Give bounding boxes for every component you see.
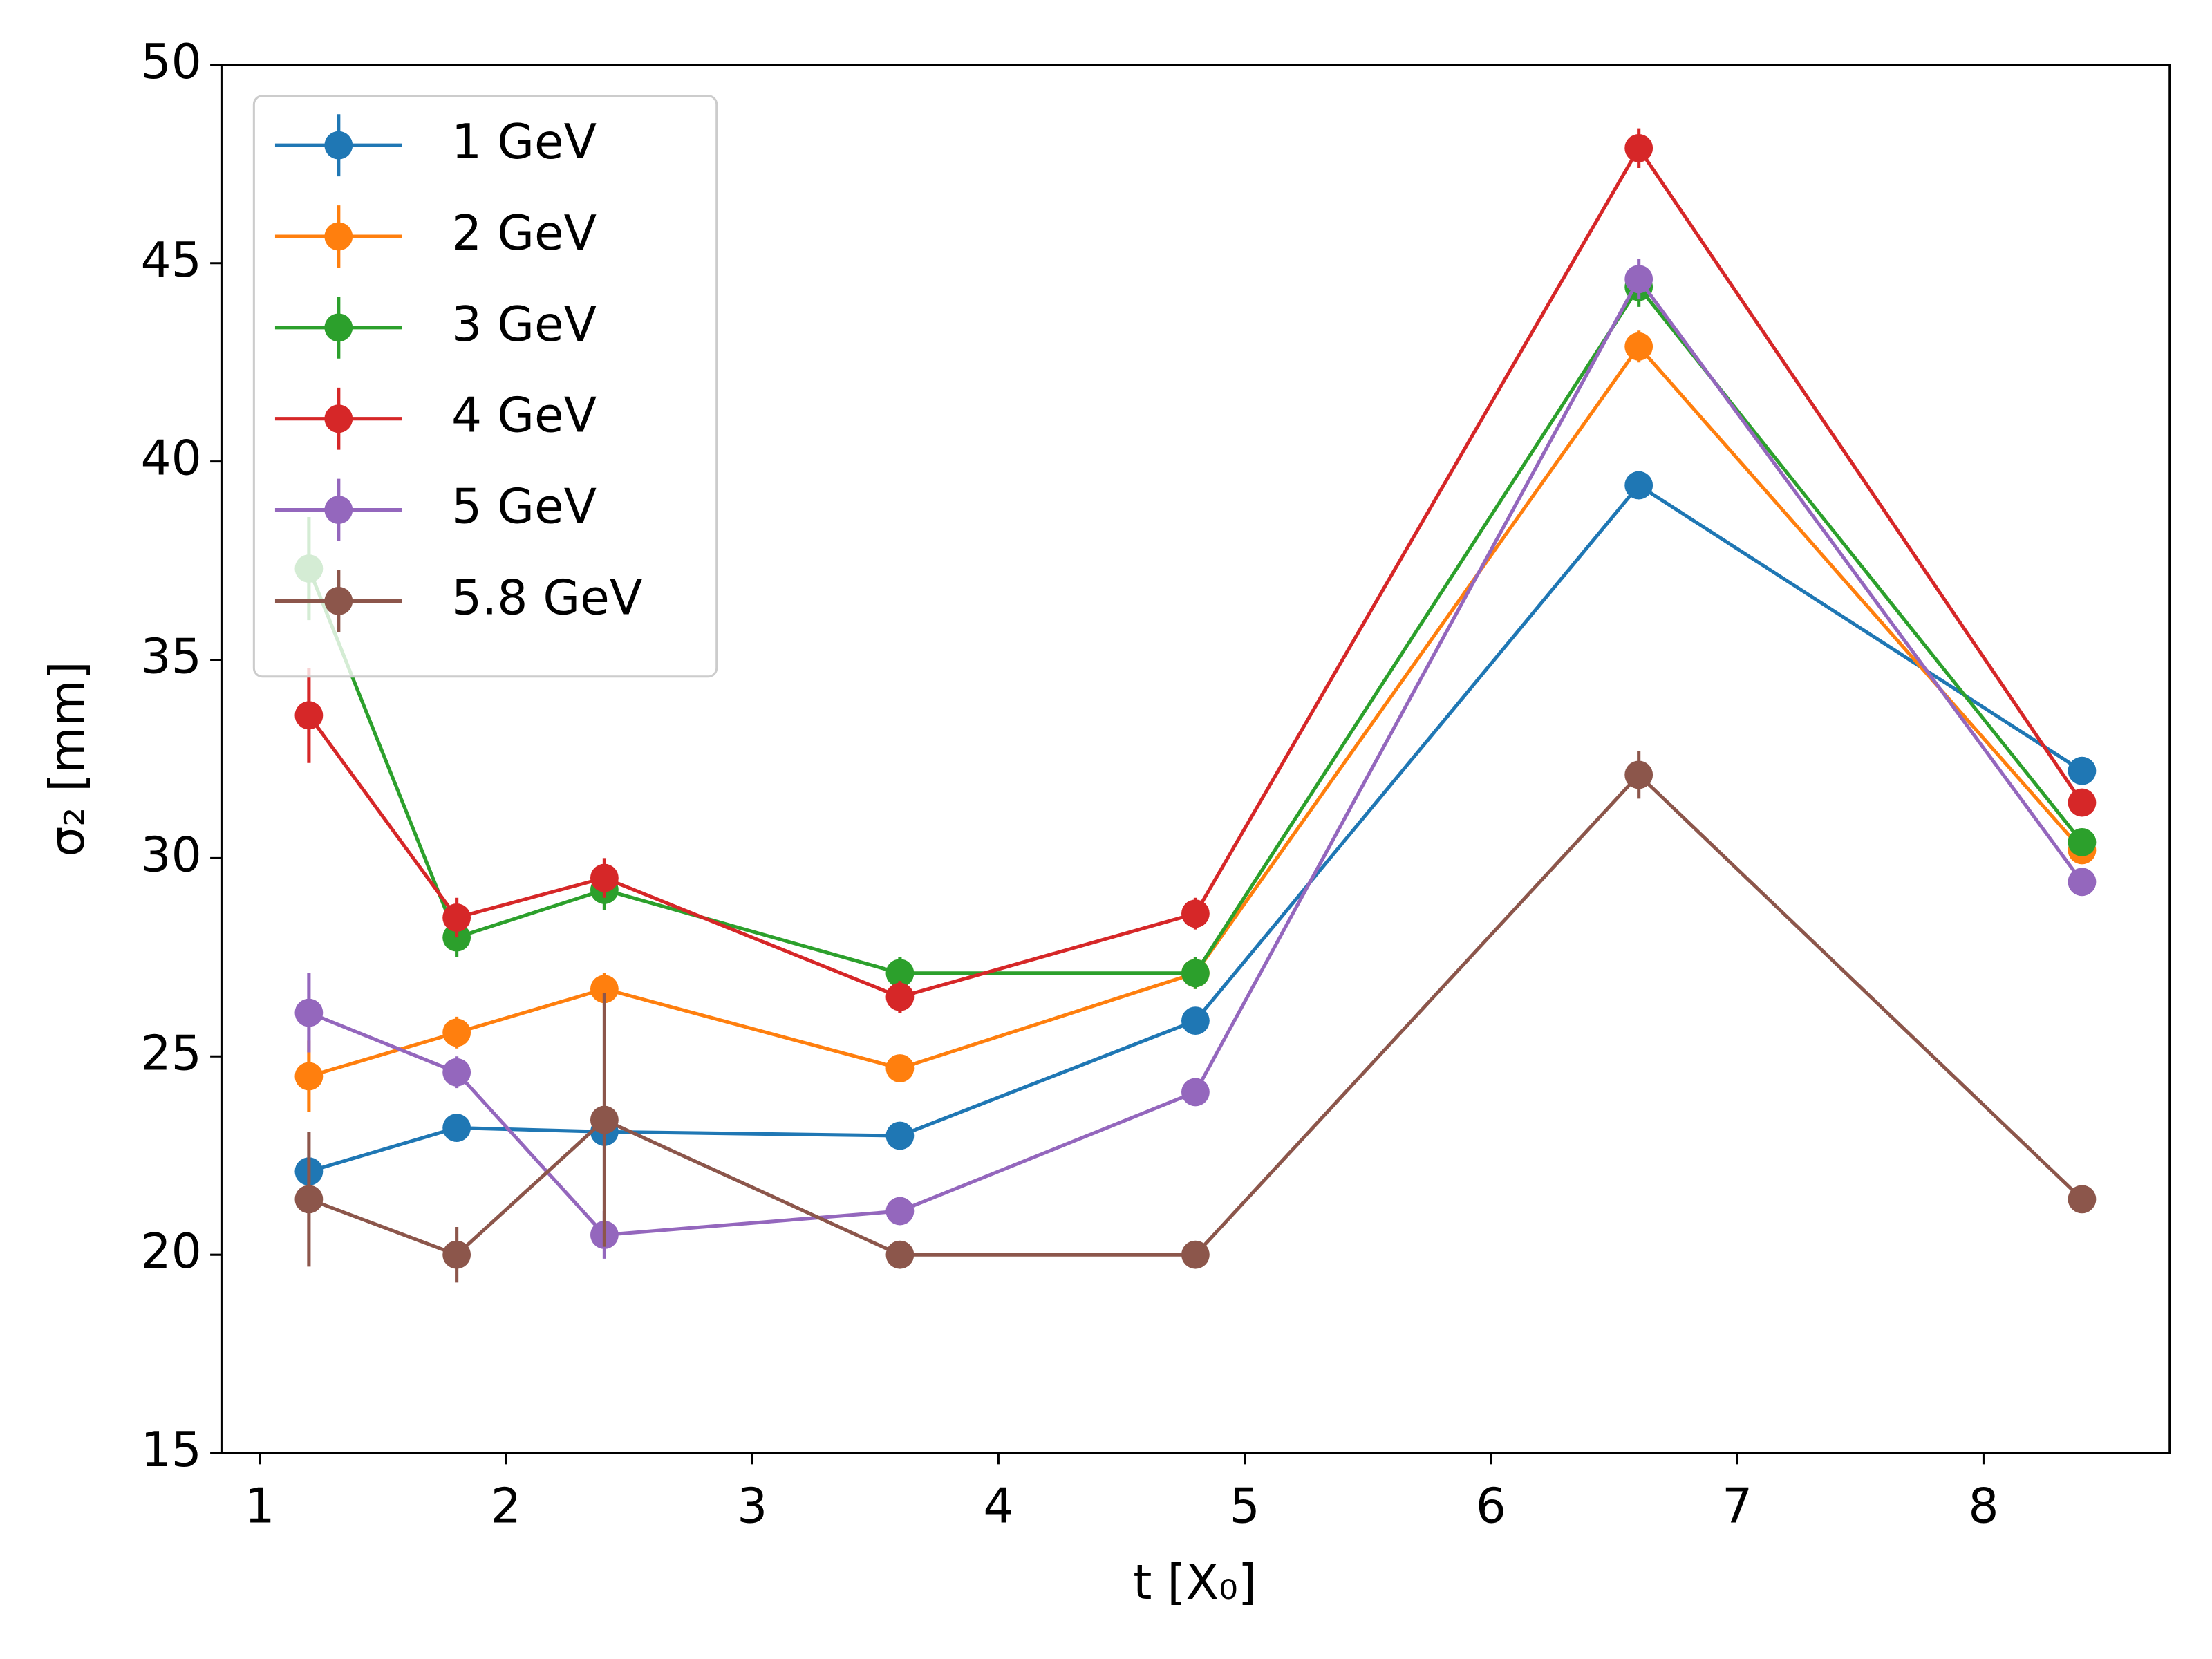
- data-point: [1624, 265, 1653, 294]
- data-point: [442, 1114, 471, 1142]
- x-tick-label: 2: [491, 1479, 521, 1535]
- data-point: [590, 975, 619, 1004]
- legend-label: 5.8 GeV: [451, 570, 642, 626]
- x-tick-label: 3: [737, 1479, 767, 1535]
- data-point: [2068, 788, 2097, 817]
- data-point: [442, 903, 471, 932]
- data-point: [1624, 133, 1653, 162]
- y-axis-label: σ₂ [mm]: [40, 661, 95, 856]
- x-axis-label: t [X₀]: [1133, 1555, 1257, 1611]
- legend-label: 2 GeV: [451, 206, 597, 261]
- data-point: [442, 1018, 471, 1047]
- data-point: [885, 982, 915, 1011]
- data-point: [590, 1105, 619, 1134]
- data-point: [885, 1121, 915, 1150]
- x-tick-label: 6: [1476, 1479, 1506, 1535]
- y-tick-label: 35: [141, 630, 202, 685]
- data-point: [1624, 332, 1653, 361]
- legend-marker: [324, 496, 353, 524]
- x-tick-label: 1: [245, 1479, 275, 1535]
- data-point: [294, 701, 324, 730]
- legend-marker: [324, 404, 353, 433]
- data-point: [1181, 959, 1210, 988]
- y-tick-label: 20: [141, 1224, 202, 1280]
- data-point: [2068, 756, 2097, 785]
- data-point: [1181, 1240, 1210, 1269]
- legend-label: 4 GeV: [451, 388, 597, 444]
- data-point: [885, 959, 915, 988]
- x-tick-label: 8: [1968, 1479, 1998, 1535]
- data-point: [2068, 1185, 2097, 1214]
- plot-frame: [220, 64, 2171, 1454]
- x-tick-label: 7: [1722, 1479, 1752, 1535]
- data-point: [294, 1185, 324, 1214]
- legend: 1 GeV 2 GeV 3 GeV 4 GeV 5 GeV 5.8 GeV: [252, 95, 718, 678]
- data-point: [294, 1062, 324, 1091]
- data-point: [885, 1197, 915, 1226]
- y-tick-label: 25: [141, 1026, 202, 1081]
- data-point: [294, 998, 324, 1027]
- data-point: [1624, 760, 1653, 789]
- legend-marker: [324, 222, 353, 251]
- y-tick-label: 30: [141, 827, 202, 883]
- data-point: [885, 1240, 915, 1269]
- data-point: [442, 1058, 471, 1087]
- data-point: [2068, 828, 2097, 856]
- legend-marker: [324, 313, 353, 342]
- y-tick-label: 50: [141, 35, 202, 90]
- data-point: [885, 1054, 915, 1082]
- data-point: [1624, 471, 1653, 500]
- y-tick-label: 40: [141, 431, 202, 487]
- legend-marker: [324, 586, 353, 615]
- legend-marker: [324, 131, 353, 160]
- legend-label: 5 GeV: [451, 480, 597, 535]
- data-point: [590, 863, 619, 892]
- data-point: [1181, 899, 1210, 928]
- data-point: [1181, 1078, 1210, 1107]
- x-tick-label: 4: [983, 1479, 1013, 1535]
- y-tick-label: 15: [141, 1423, 202, 1478]
- data-point: [442, 1240, 471, 1269]
- y-tick-label: 45: [141, 233, 202, 288]
- data-point: [2068, 868, 2097, 897]
- legend-box: [252, 95, 718, 678]
- data-point: [1181, 1006, 1210, 1035]
- legend-label: 3 GeV: [451, 297, 597, 353]
- x-tick-label: 5: [1230, 1479, 1260, 1535]
- legend-label: 1 GeV: [451, 115, 597, 170]
